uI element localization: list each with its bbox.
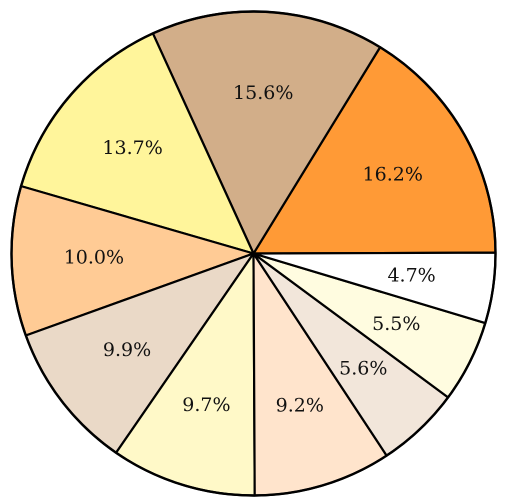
pie-outline <box>10 10 497 497</box>
pie-slice-label-1: 16.2% <box>363 163 423 185</box>
pie-slice-label-4: 10.0% <box>64 247 124 269</box>
pie-slice-label-7: 9.2% <box>276 394 324 416</box>
pie-slice-label-6: 9.7% <box>182 394 230 416</box>
pie-slice-label-9: 5.5% <box>372 313 420 335</box>
pie-labels: 16.2% 15.6% 13.7% 10.0% 9.9% 9.7% 9.2% 5.6% 5.5%… <box>64 82 436 416</box>
pie-slice-label-3: 13.7% <box>102 137 162 159</box>
pie-slice-label-2: 15.6% <box>233 82 293 104</box>
pie-slice-label-5: 9.9% <box>103 339 151 361</box>
pie-slice-label-10: 4.7% <box>387 264 435 286</box>
pie-slice-label-8: 5.6% <box>339 358 387 380</box>
